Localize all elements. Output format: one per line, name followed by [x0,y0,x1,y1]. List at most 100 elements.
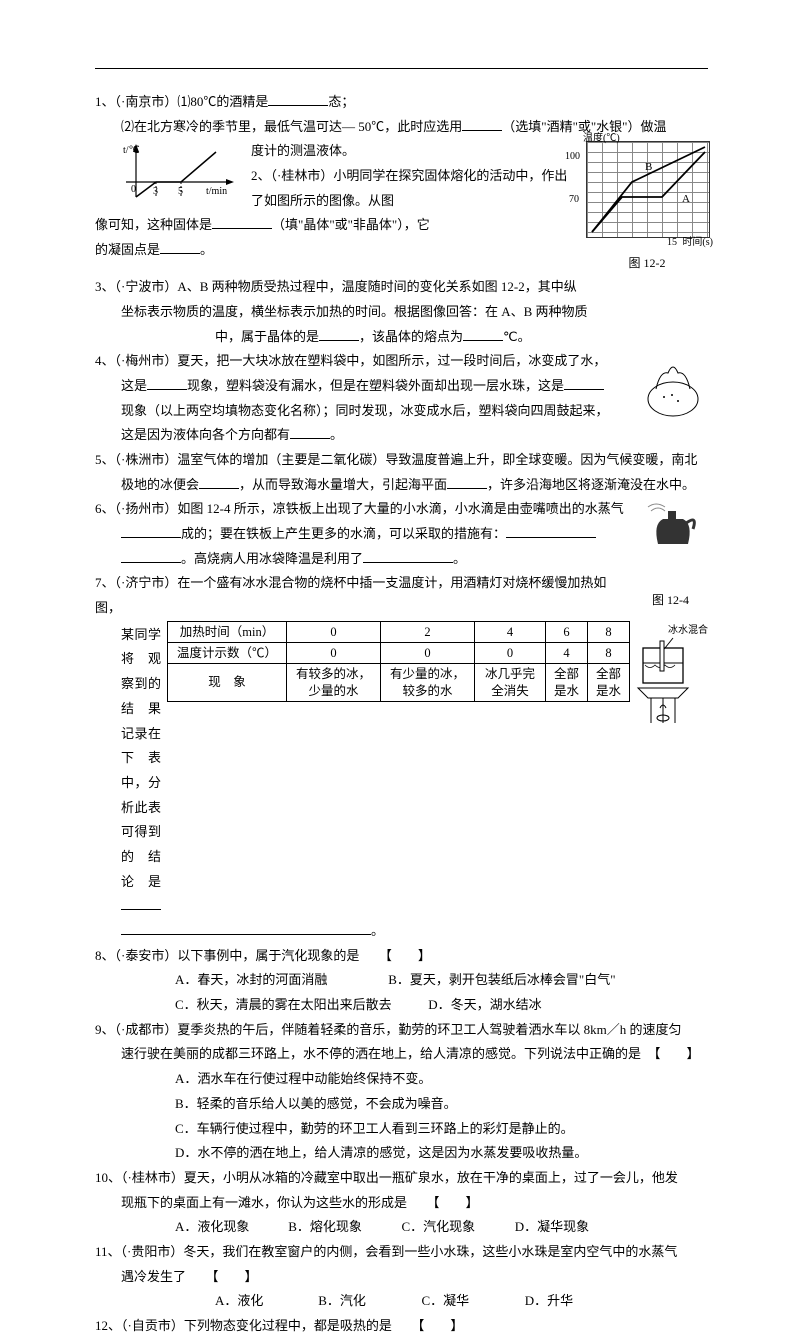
opt-a: A．春天，冰封的河面消融 [175,968,385,993]
blank [160,240,200,254]
figure-12-4: 图 12-4 [633,499,708,612]
text: 如图 12-4 所示，凉铁板上出现了大量的小水滴，小水滴是由壶嘴喷出的水蒸气 [177,501,623,516]
table-row: 现 象 有较多的冰，少量的水 有少量的冰，较多的水 冰几乎完全消失 全部是水 全… [168,664,630,702]
q-src: （·株洲市） [115,452,178,467]
opt-d: D．冬天，湖水结冰 [428,997,541,1012]
q7-body: 某同学将观 察到的结果 记录在下表 中，分析此表 可得到的结 论是 加热时间（m… [95,621,623,919]
opt-c: C．秋天，清晨的雾在太阳出来后散去 [175,993,425,1018]
q10-l2: 现瓶下的桌面上有一滩水，你认为这些水的形成是 【 】 [95,1191,708,1216]
figure-caption: 图 12-2 [586,252,708,275]
y-val: 100 [565,147,580,166]
blank [564,376,604,390]
text: 可得到的结 [121,820,161,869]
q-src: （·自贡市） [121,1318,184,1333]
text: 现象，塑料袋没有漏水，但是在塑料袋外面却出现一层水珠，这是 [187,378,564,393]
opt-a: A．液化 [215,1289,315,1314]
text: ⑴80℃的酒精是 [177,94,268,109]
text: 冬天，我们在教室窗户的内侧，会看到一些小水珠，这些小水珠是室内空气中的水蒸气 [183,1244,677,1259]
text: 夏天，小明从冰箱的冷藏室中取出一瓶矿泉水，放在干净的桌面上，过了一会儿，他发 [184,1170,678,1185]
text: 论是 [121,874,161,889]
blank [199,475,239,489]
q9-c: C．车辆行使过程中，勤劳的环卫工人看到三环路上的彩灯是静止的。 [95,1117,708,1142]
q4-l2: 这是现象，塑料袋没有漏水，但是在塑料袋外面却出现一层水珠，这是 [95,374,708,399]
text: 遇冷发生了 【 】 [121,1269,258,1284]
text: 夏季炎热的午后，伴随着轻柔的音乐，勤劳的环卫工人驾驶着洒水车以 8km／h 的速… [177,1022,681,1037]
q7: 7、（·济宁市）在一个盛有冰水混合物的烧杯中插一支温度计，用酒精灯对烧杯缓慢加热… [95,571,708,620]
text: ，许多沿海地区将逐渐淹没在水中。 [487,477,695,492]
opt-c: C．车辆行使过程中，勤劳的环卫工人看到三环路上的彩灯是静止的。 [175,1121,574,1136]
text: 。 [453,551,466,566]
chart-grid: A B 温度(℃) 100 70 时间(s) 15 [586,141,710,238]
svg-text:5: 5 [178,186,183,197]
q-num: 6、 [95,501,115,516]
text: 极地的冰便会 [121,477,199,492]
q-src: （·桂林市） [271,168,334,183]
content-area: 1、（·南京市）⑴80℃的酒精是态； ⑵在北方寒冷的季节里，最低气温可达— 50… [95,60,708,1339]
blank [121,524,181,538]
blank [447,475,487,489]
cell: 2 [381,621,475,642]
label: A [682,193,690,205]
opt-b: B．汽化 [318,1289,418,1314]
opt-b: B．轻柔的音乐给人以美的感觉，不会成为噪音。 [175,1096,457,1111]
opt-c: C．凝华 [422,1289,522,1314]
q3: 3、（·宁波市）A、B 两种物质受热过程中，温度随时间的变化关系如图 12-2，… [95,275,708,300]
q4-l3: 现象（以上两空均填物态变化名称）；同时发现，冰变成水后，塑料袋向四周鼓起来， [95,399,708,424]
text: ，从而导致海水量增大，引起海平面 [239,477,447,492]
text: 。高烧病人用冰袋降温是利用了 [181,551,363,566]
opt-b: B．熔化现象 [288,1215,398,1240]
q-num: 5、 [95,452,115,467]
figure-e: 冰水混合物 [633,623,708,733]
svg-text:3: 3 [153,186,158,197]
q7-left-text: 某同学将观 察到的结果 记录在下表 中，分析此表 可得到的结 论是 [121,621,167,919]
blank [147,376,187,390]
cell: 冰几乎完全消失 [475,664,546,702]
cell: 有少量的冰，较多的水 [381,664,475,702]
q1: 1、（·南京市）⑴80℃的酒精是态； [95,90,708,115]
text: 夏天，把一大块冰放在塑料袋中，如图所示，过一段时间后，冰变成了水， [177,353,606,368]
blank [121,549,181,563]
cell: 4 [546,643,588,664]
q6-l2: 成的；要在铁板上产生更多的水滴，可以采取的措施有： [95,522,708,547]
q11: 11、（·贵阳市）冬天，我们在教室窗户的内侧，会看到一些小水珠，这些小水珠是室内… [95,1240,708,1265]
q-src: （·宁波市） [115,279,178,294]
text: 中，属于晶体的是 [215,329,319,344]
q-num: 2、 [251,168,271,183]
q-num: 9、 [95,1022,115,1037]
text: 中，分析此表 [121,771,161,820]
q-num: 8、 [95,948,115,963]
blank [463,327,503,341]
q6: 6、（·扬州市）如图 12-4 所示，凉铁板上出现了大量的小水滴，小水滴是由壶嘴… [95,497,708,522]
opt-d: D．升华 [525,1293,573,1308]
figure-caption: 图 12-4 [633,589,708,612]
opt-b: B．夏天，剥开包装纸后冰棒会冒"白气" [388,972,615,987]
q7-end: 。 [95,919,708,944]
text: 度计的测温液体。 [251,143,355,158]
cell: 有较多的冰，少量的水 [287,664,381,702]
bag-icon [638,351,708,421]
text: 。 [330,427,343,442]
q-num: 3、 [95,279,115,294]
q12: 12、（·自贡市）下列物态变化过程中，都是吸热的是 【 】 [95,1314,708,1339]
y-label: 温度(℃) [583,129,620,148]
q11-l2: 遇冷发生了 【 】 [95,1265,708,1290]
text: ⑵在北方寒冷的季节里，最低气温可达— 50℃，此时应选用 [121,119,462,134]
q11-opts: A．液化 B．汽化 C．凝华 D．升华 [95,1289,708,1314]
q9-a: A．洒水车在行使过程中动能始终保持不变。 [95,1067,708,1092]
cell: 4 [475,621,546,642]
svg-text:t/min: t/min [206,186,227,197]
cell: 现 象 [168,664,287,702]
blank [363,549,453,563]
blank [121,921,371,935]
q-num: 7、 [95,575,115,590]
q-src: （·梅州市） [115,353,178,368]
q8-opts-1: A．春天，冰封的河面消融 B．夏天，剥开包装纸后冰棒会冒"白气" [95,968,708,993]
text: （填"晶体"或"非晶体"），它 [272,217,430,232]
cell: 全部是水 [588,664,630,702]
blank [290,425,330,439]
y-val: 70 [569,190,579,209]
q9: 9、（·成都市）夏季炎热的午后，伴随着轻柔的音乐，勤劳的环卫工人驾驶着洒水车以 … [95,1018,708,1043]
text: 。 [371,923,384,938]
cell: 0 [287,643,381,664]
chart-lines-icon: A B [587,142,709,237]
